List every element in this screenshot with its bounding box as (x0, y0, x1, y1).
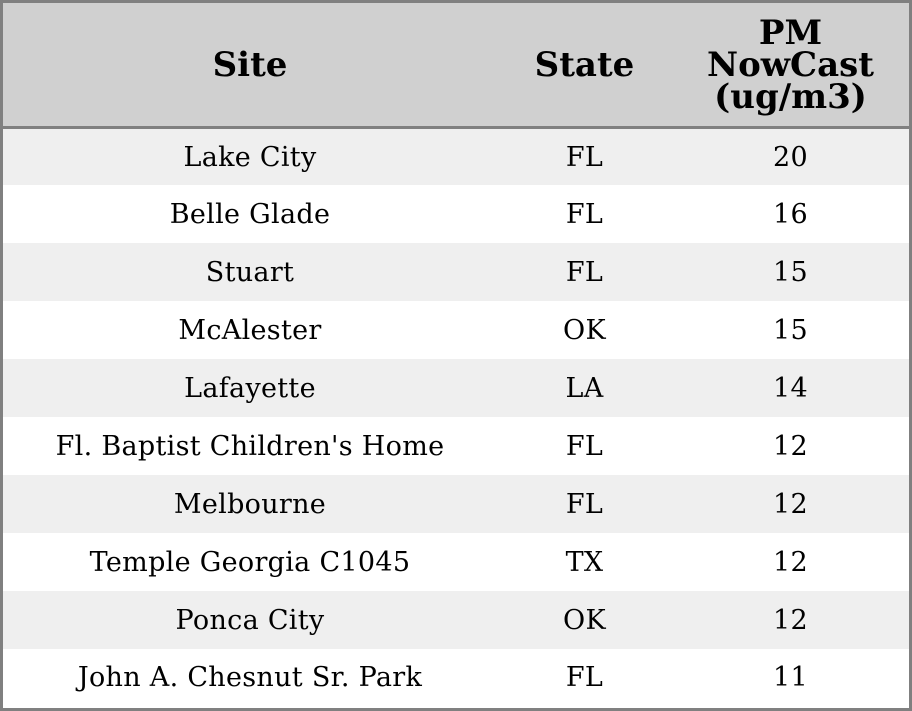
header-pm-line-1: PM (758, 12, 823, 53)
header-row: Site State PM NowCast (ug/m3) (3, 3, 909, 129)
cell-pm: 12 (672, 533, 909, 591)
header-site: Site (3, 3, 497, 129)
cell-state: LA (497, 359, 672, 417)
cell-site: Belle Glade (3, 185, 497, 243)
header-pm-line-2: NowCast (707, 44, 874, 85)
cell-state: OK (497, 591, 672, 649)
cell-state: FL (497, 475, 672, 533)
cell-site: McAlester (3, 301, 497, 359)
cell-state: FL (497, 127, 672, 185)
cell-site: Stuart (3, 243, 497, 301)
cell-pm: 12 (672, 417, 909, 475)
cell-state: FL (497, 185, 672, 243)
cell-pm: 15 (672, 301, 909, 359)
cell-state: FL (497, 649, 672, 705)
cell-pm: 12 (672, 591, 909, 649)
cell-pm: 15 (672, 243, 909, 301)
cell-site: Fl. Baptist Children's Home (3, 417, 497, 475)
header-state: State (497, 3, 672, 129)
cell-pm: 16 (672, 185, 909, 243)
pm-nowcast-table: Site State PM NowCast (ug/m3) Lake City F… (3, 3, 909, 705)
cell-pm: 11 (672, 649, 909, 705)
table-row: Stuart FL 15 (3, 243, 909, 301)
cell-site: Lake City (3, 127, 497, 185)
table-row: Fl. Baptist Children's Home FL 12 (3, 417, 909, 475)
table-row: McAlester OK 15 (3, 301, 909, 359)
table-body: Lake City FL 20 Belle Glade FL 16 Stuart FL 15 Mc… (3, 127, 909, 705)
cell-pm: 12 (672, 475, 909, 533)
table-row: Lake City FL 20 (3, 127, 909, 185)
cell-site: Ponca City (3, 591, 497, 649)
cell-site: Temple Georgia C1045 (3, 533, 497, 591)
table-row: Lafayette LA 14 (3, 359, 909, 417)
cell-pm: 14 (672, 359, 909, 417)
cell-site: John A. Chesnut Sr. Park (3, 649, 497, 705)
cell-site: Melbourne (3, 475, 497, 533)
cell-state: FL (497, 417, 672, 475)
cell-state: TX (497, 533, 672, 591)
cell-state: OK (497, 301, 672, 359)
table-row: Ponca City OK 12 (3, 591, 909, 649)
table-row: Temple Georgia C1045 TX 12 (3, 533, 909, 591)
header-pm-line-3: (ug/m3) (714, 76, 867, 117)
cell-site: Lafayette (3, 359, 497, 417)
cell-pm: 20 (672, 127, 909, 185)
table-row: John A. Chesnut Sr. Park FL 11 (3, 649, 909, 705)
table-row: Melbourne FL 12 (3, 475, 909, 533)
cell-state: FL (497, 243, 672, 301)
table-row: Belle Glade FL 16 (3, 185, 909, 243)
header-pm-nowcast: PM NowCast (ug/m3) (672, 3, 909, 129)
